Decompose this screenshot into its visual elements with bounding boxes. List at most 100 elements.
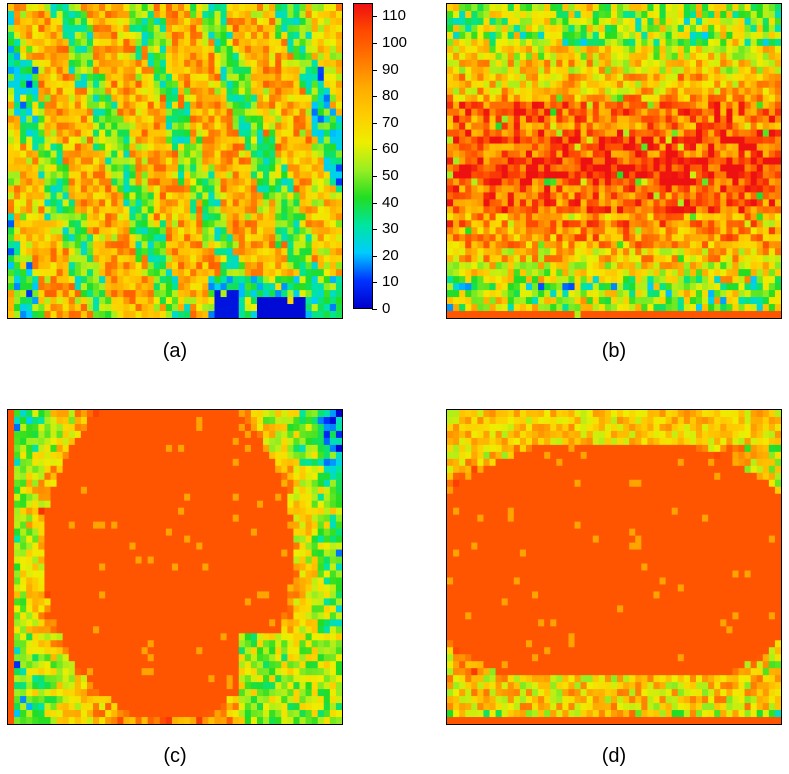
- heatmap-cell: [525, 178, 533, 187]
- heatmap-cell: [477, 276, 485, 284]
- heatmap-cell: [447, 17, 454, 26]
- heatmap-cell: [263, 185, 270, 193]
- heatmap-cell: [38, 101, 46, 110]
- heatmap-cell: [635, 283, 642, 291]
- heatmap-cell: [50, 290, 58, 298]
- heatmap-cell: [208, 24, 216, 33]
- heatmap-cell: [196, 290, 203, 298]
- heatmap-cell: [269, 143, 276, 152]
- heatmap-cell: [592, 178, 600, 187]
- heatmap-cell: [714, 38, 721, 47]
- heatmap-cell: [592, 262, 600, 270]
- heatmap-cell: [756, 94, 764, 103]
- heatmap-cell: [659, 269, 667, 277]
- heatmap-cell: [580, 136, 588, 145]
- heatmap-cell: [238, 115, 246, 124]
- heatmap-cell: [256, 410, 264, 418]
- heatmap-cell: [141, 255, 149, 263]
- heatmap-cell: [74, 38, 82, 47]
- heatmap-cell: [208, 52, 216, 61]
- heatmap-cell: [774, 248, 781, 256]
- heatmap-cell: [99, 45, 106, 54]
- heatmap-cell: [8, 17, 15, 26]
- heatmap-cell: [299, 52, 307, 61]
- heatmap-cell: [647, 311, 655, 318]
- heatmap-cell: [507, 73, 515, 82]
- heatmap-cell: [465, 171, 472, 180]
- heatmap-cell: [714, 129, 721, 138]
- heatmap-cell: [263, 52, 270, 61]
- heatmap-cell: [568, 157, 576, 166]
- heatmap-cell: [305, 10, 313, 19]
- heatmap-cell: [165, 73, 173, 82]
- heatmap-cell: [519, 66, 527, 75]
- heatmap-cell: [495, 220, 503, 228]
- heatmap-cell: [141, 206, 149, 214]
- heatmap-cell: [471, 94, 478, 103]
- heatmap-cell: [74, 66, 82, 75]
- heatmap-cell: [56, 311, 64, 318]
- heatmap-cell: [32, 73, 39, 82]
- heatmap-cell: [323, 66, 331, 75]
- heatmap-cell: [714, 185, 721, 193]
- heatmap-cell: [744, 262, 752, 270]
- heatmap-cell: [26, 234, 33, 242]
- heatmap-cell: [105, 192, 112, 200]
- heatmap-cell: [323, 255, 331, 263]
- heatmap-cell: [477, 199, 485, 207]
- heatmap-cell: [501, 52, 509, 61]
- heatmap-cell: [202, 178, 209, 187]
- heatmap-cell: [617, 115, 624, 124]
- heatmap-cell: [129, 157, 137, 166]
- heatmap-cell: [287, 241, 295, 249]
- heatmap-cell: [214, 269, 222, 277]
- heatmap-cell: [171, 10, 179, 19]
- heatmap-cell: [738, 241, 746, 249]
- heatmap-cell: [14, 80, 21, 89]
- heatmap-cell: [32, 31, 39, 40]
- heatmap-cell: [62, 304, 70, 312]
- heatmap-cell: [256, 80, 264, 89]
- heatmap-cell: [483, 143, 491, 152]
- heatmap-cell: [465, 199, 472, 207]
- heatmap-cell: [86, 38, 94, 47]
- heatmap-cell: [507, 38, 515, 47]
- heatmap-cell: [311, 80, 319, 89]
- heatmap-cell: [525, 164, 533, 173]
- heatmap-cell: [714, 199, 721, 207]
- heatmap-cell: [726, 150, 734, 159]
- heatmap-cell: [574, 115, 582, 124]
- heatmap-cell: [99, 171, 106, 180]
- heatmap-cell: [329, 178, 337, 187]
- heatmap-cell: [659, 94, 667, 103]
- heatmap-cell: [68, 248, 76, 256]
- heatmap-cell: [756, 52, 764, 61]
- heatmap-cell: [525, 157, 533, 166]
- heatmap-cell: [689, 199, 697, 207]
- heatmap-cell: [62, 255, 70, 263]
- heatmap-cell: [171, 122, 179, 131]
- heatmap-cell: [538, 143, 545, 152]
- heatmap-cell: [105, 45, 112, 54]
- heatmap-cell: [311, 4, 319, 12]
- heatmap-cell: [635, 227, 642, 235]
- heatmap-cell: [196, 129, 203, 138]
- heatmap-cell: [532, 297, 539, 305]
- heatmap-cell: [647, 227, 655, 235]
- heatmap-cell: [178, 297, 185, 305]
- heatmap-cell: [80, 136, 88, 145]
- heatmap-cell: [202, 17, 209, 26]
- heatmap-cell: [329, 311, 337, 318]
- heatmap-cell: [610, 4, 618, 12]
- heatmap-cell: [726, 136, 734, 145]
- heatmap-cell: [592, 66, 600, 75]
- heatmap-cell: [44, 290, 52, 298]
- heatmap-cell: [683, 59, 691, 68]
- heatmap-cell: [153, 248, 161, 256]
- heatmap-cell: [244, 410, 252, 418]
- heatmap-cell: [495, 276, 503, 284]
- heatmap-cell: [574, 73, 582, 82]
- heatmap-cell: [477, 45, 485, 54]
- heatmap-cell: [629, 73, 636, 82]
- heatmap-cell: [556, 241, 563, 249]
